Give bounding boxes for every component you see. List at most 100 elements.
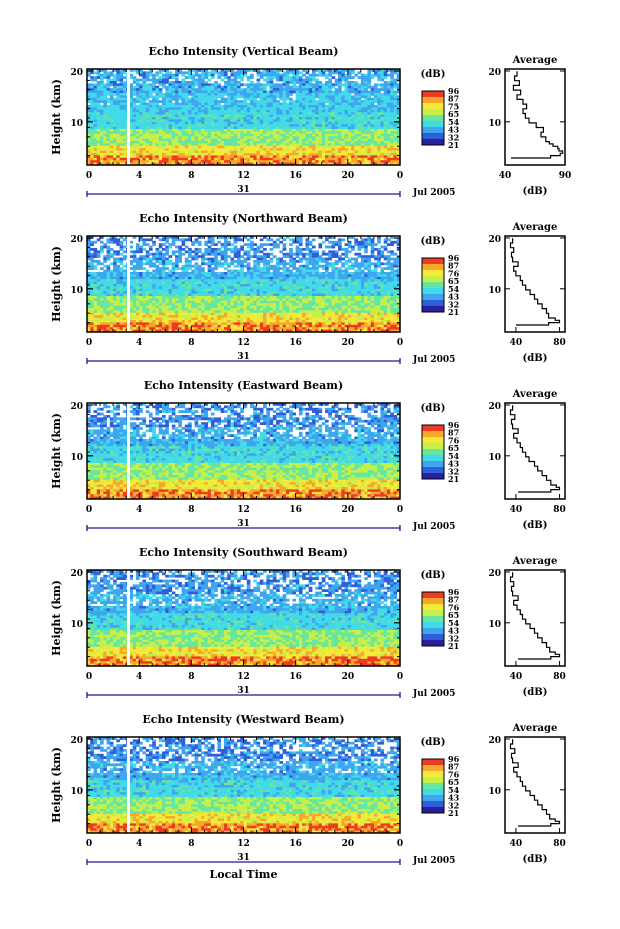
- heatmap-cell: [393, 97, 398, 101]
- heatmap-cell: [266, 262, 270, 266]
- heatmap-cell: [175, 260, 179, 263]
- heatmap-cell: [334, 145, 339, 149]
- heatmap-cell: [393, 85, 398, 89]
- heatmap-cell: [188, 162, 192, 166]
- heatmap-cell: [207, 133, 212, 137]
- heatmap-cell: [142, 238, 147, 242]
- heatmap-cell: [119, 148, 124, 151]
- heatmap-cell: [305, 138, 310, 142]
- heatmap-cell: [393, 117, 398, 120]
- heatmap-cell: [266, 71, 270, 75]
- heatmap-cell: [318, 274, 323, 278]
- heatmap-cell: [109, 112, 114, 115]
- heatmap-cell: [227, 121, 231, 125]
- heatmap-cell: [217, 133, 222, 137]
- heatmap-cell: [338, 105, 342, 108]
- heatmap-cell: [338, 255, 342, 258]
- heatmap-cell: [227, 81, 231, 84]
- heatmap-cell: [204, 102, 209, 106]
- heatmap-cell: [158, 243, 163, 246]
- heatmap-cell: [220, 133, 225, 137]
- heatmap-cell: [341, 126, 345, 130]
- heatmap-cell: [227, 90, 231, 94]
- heatmap-cell: [178, 83, 182, 87]
- heatmap-cell: [282, 95, 287, 99]
- heatmap-cell: [204, 129, 209, 132]
- heatmap-cell: [119, 73, 124, 77]
- heatmap-cell: [331, 150, 336, 154]
- heatmap-cell: [129, 133, 134, 137]
- heatmap-cell: [210, 83, 215, 87]
- heatmap-cell: [250, 69, 254, 72]
- heatmap-cell: [113, 136, 117, 139]
- heatmap-cell: [90, 88, 94, 91]
- heatmap-cell: [210, 160, 215, 163]
- heatmap-cell: [207, 117, 212, 120]
- heatmap-cell: [178, 143, 182, 147]
- heatmap-cell: [145, 162, 150, 166]
- heatmap-cell: [390, 141, 394, 144]
- heatmap-cell: [129, 279, 134, 282]
- heatmap-cell: [96, 238, 101, 242]
- heatmap-cell: [302, 141, 306, 144]
- heatmap-cell: [298, 155, 303, 159]
- heatmap-cell: [240, 71, 244, 75]
- heatmap-cell: [318, 245, 323, 249]
- heatmap-cell: [93, 95, 98, 99]
- heatmap-cell: [135, 95, 140, 99]
- heatmap-cell: [236, 269, 241, 273]
- heatmap-cell: [295, 269, 300, 273]
- heatmap-cell: [181, 243, 186, 246]
- heatmap-cell: [210, 73, 215, 77]
- heatmap-cell: [168, 145, 173, 149]
- heatmap-cell: [122, 69, 127, 72]
- heatmap-cell: [223, 155, 228, 159]
- heatmap-cell: [165, 105, 169, 108]
- heatmap-cell: [145, 138, 150, 142]
- heatmap-cell: [373, 105, 378, 108]
- heatmap-cell: [331, 160, 336, 163]
- heatmap-cell: [194, 267, 199, 270]
- heatmap-cell: [338, 73, 342, 77]
- heatmap-cell: [396, 102, 401, 106]
- heatmap-cell: [253, 69, 257, 72]
- heatmap-cell: [243, 257, 248, 261]
- heatmap-cell: [207, 71, 212, 75]
- heatmap-cell: [311, 272, 316, 275]
- heatmap-cell: [217, 117, 222, 120]
- heatmap-cell: [217, 252, 222, 256]
- heatmap-cell: [214, 131, 218, 135]
- heatmap-cell: [119, 114, 124, 118]
- heatmap-cell: [266, 136, 270, 139]
- heatmap-cell: [383, 102, 388, 106]
- heatmap-cell: [233, 240, 238, 244]
- heatmap-cell: [197, 153, 202, 156]
- heatmap-cell: [100, 145, 104, 149]
- heatmap-cell: [367, 240, 372, 244]
- heatmap-cell: [236, 71, 241, 75]
- heatmap-cell: [390, 117, 394, 120]
- heatmap-cell: [145, 136, 150, 139]
- heatmap-cell: [360, 105, 365, 108]
- heatmap-cell: [292, 78, 297, 82]
- heatmap-cell: [311, 157, 316, 161]
- heatmap-cell: [338, 131, 342, 135]
- heatmap-cell: [380, 129, 385, 132]
- heatmap-cell: [380, 112, 385, 115]
- heatmap-cell: [135, 109, 140, 113]
- heatmap-cell: [344, 109, 349, 113]
- heatmap-cell: [256, 90, 261, 94]
- heatmap-cell: [377, 133, 381, 137]
- heatmap-cell: [194, 279, 199, 282]
- heatmap-cell: [158, 129, 163, 132]
- heatmap-cell: [331, 107, 336, 111]
- heatmap-cell: [220, 88, 225, 91]
- heatmap-cell: [165, 119, 169, 123]
- heatmap-cell: [282, 153, 287, 156]
- heatmap-cell: [109, 93, 114, 96]
- heatmap-cell: [220, 276, 225, 280]
- heatmap-cell: [298, 243, 303, 246]
- heatmap-cell: [256, 93, 261, 96]
- heatmap-cell: [223, 90, 228, 94]
- heatmap-cell: [197, 85, 202, 89]
